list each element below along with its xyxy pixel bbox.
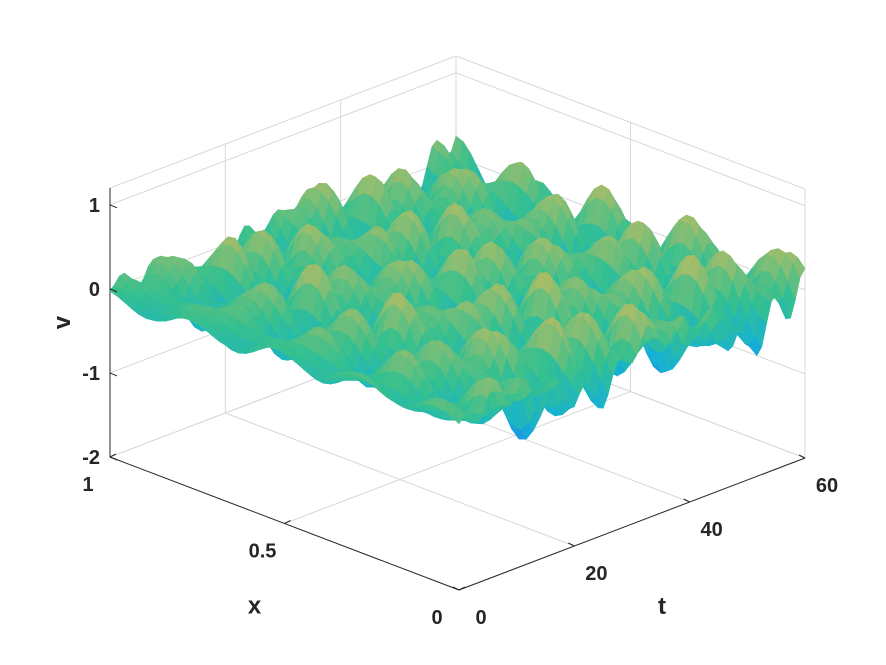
surface-patch bbox=[792, 256, 806, 278]
t-tick-label: 20 bbox=[585, 563, 607, 585]
v-tick-label: -2 bbox=[82, 447, 100, 469]
v-tick-label: 0 bbox=[89, 279, 100, 301]
grid-line-v-back-3 bbox=[109, 72, 457, 206]
x-tick-mark bbox=[284, 520, 291, 524]
t-axis-label: t bbox=[658, 593, 666, 620]
t-tick-mark bbox=[683, 498, 690, 503]
t-tick-mark bbox=[452, 586, 460, 591]
grid-line-v-side-3 bbox=[455, 72, 806, 207]
x-tick-mark bbox=[109, 453, 117, 458]
x-tick-label: 1 bbox=[82, 474, 93, 496]
axis-labels: x t v bbox=[49, 315, 666, 620]
v-tick-label: 1 bbox=[89, 195, 100, 217]
x-tick-label: 0.5 bbox=[249, 541, 277, 563]
v-axis-label: v bbox=[49, 315, 76, 329]
box-edge-top-back bbox=[109, 55, 457, 189]
v-tick-mark bbox=[109, 204, 118, 209]
axis-ticks: 0 0.5 1 0 20 40 60 -2 -1 0 1 bbox=[82, 195, 838, 629]
v-tick-mark bbox=[109, 456, 118, 461]
t-tick-label: 40 bbox=[701, 519, 723, 541]
x-axis-label: x bbox=[248, 593, 262, 620]
t-tick-mark bbox=[798, 454, 806, 459]
box-edge-top-side bbox=[455, 55, 806, 190]
grid-line-t-floor-1 bbox=[225, 412, 575, 547]
x-tick-label: 0 bbox=[431, 607, 442, 629]
v-tick-mark bbox=[109, 372, 118, 377]
t-tick-mark bbox=[568, 542, 575, 547]
x-tick-mark bbox=[458, 586, 466, 591]
v-tick-label: -1 bbox=[82, 363, 100, 385]
grid-line-x-floor-1 bbox=[284, 391, 631, 524]
surface-mesh bbox=[109, 135, 806, 440]
t-tick-label: 0 bbox=[475, 607, 486, 629]
v-tick-mark bbox=[109, 288, 118, 293]
t-tick-label: 60 bbox=[816, 475, 838, 497]
t-axis-line bbox=[458, 457, 806, 591]
